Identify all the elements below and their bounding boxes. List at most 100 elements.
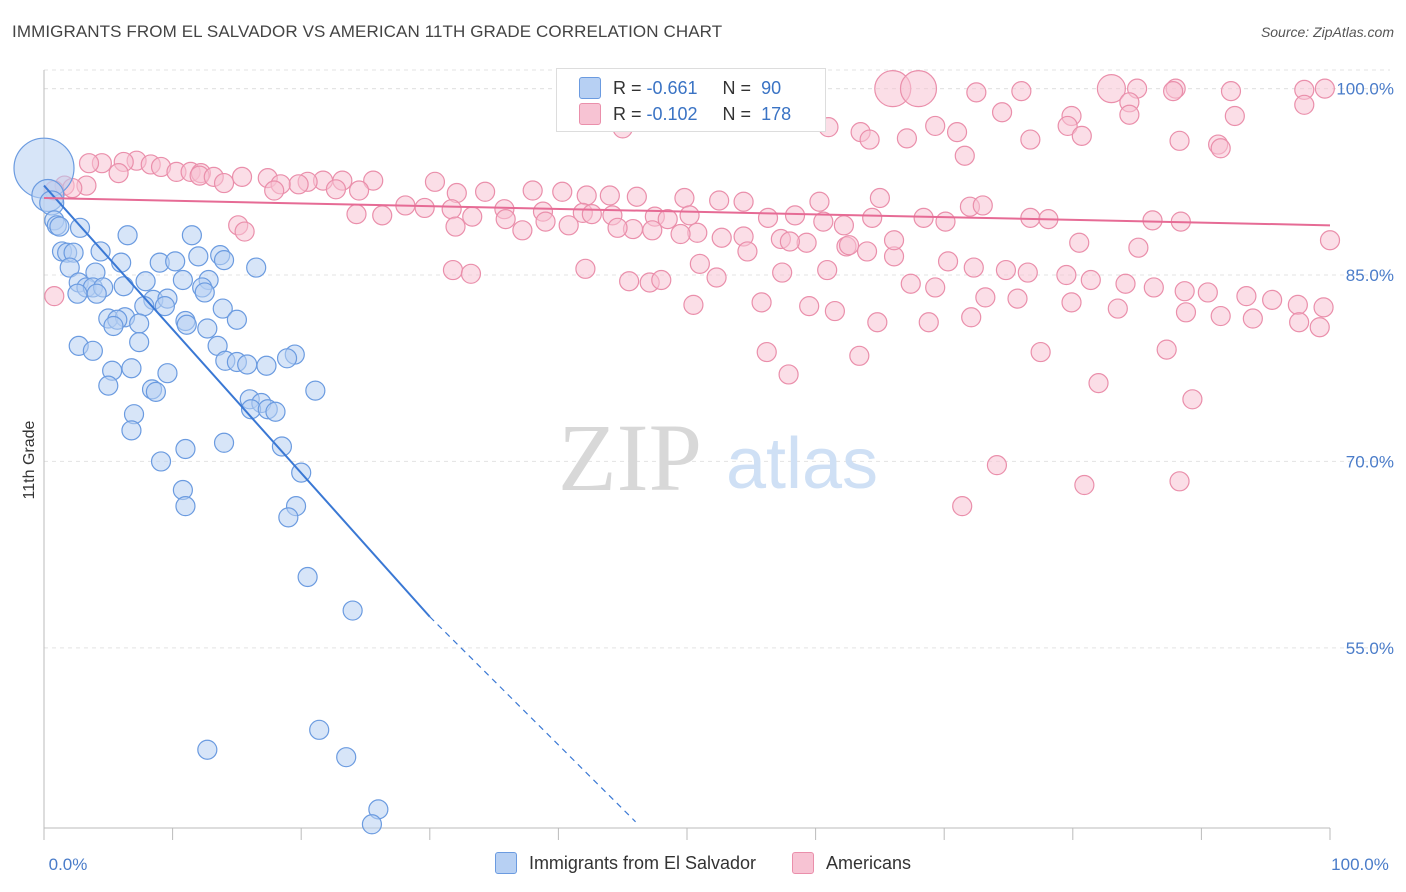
- americans-point: [1057, 115, 1078, 137]
- americans-point: [460, 263, 482, 284]
- americans-point: [1128, 237, 1149, 258]
- el-salvador-point: [278, 507, 299, 528]
- americans-point: [346, 204, 367, 225]
- series-el-salvador-points: [13, 137, 389, 835]
- el-salvador-point: [276, 348, 298, 369]
- americans-point: [737, 241, 758, 262]
- stats-legend: R = -0.661 N = 90 R = -0.102 N = 178: [556, 68, 826, 132]
- americans-point: [348, 180, 370, 201]
- americans-point: [1210, 138, 1231, 159]
- el-salvador-point: [150, 451, 172, 472]
- americans-point: [925, 277, 946, 298]
- americans-point: [867, 312, 888, 333]
- americans-point: [495, 209, 516, 230]
- y-axis-label: 11th Grade: [21, 420, 38, 499]
- americans-point: [1242, 308, 1263, 329]
- el-salvador-point: [212, 298, 233, 319]
- americans-point: [799, 295, 820, 317]
- el-salvador-point: [129, 332, 150, 353]
- y-tick-label: 55.0%: [1346, 639, 1394, 658]
- n-label: N =: [722, 77, 752, 98]
- el-salvador-point: [82, 340, 103, 361]
- americans-point: [1088, 373, 1109, 394]
- americans-point: [1163, 81, 1184, 102]
- americans-point: [778, 364, 799, 385]
- americans-point: [849, 345, 870, 366]
- el-salvador-point: [188, 246, 209, 267]
- legend-item-americans[interactable]: Americans: [792, 852, 911, 874]
- el-salvador-point: [175, 438, 196, 460]
- legend-swatch-pink: [792, 852, 815, 874]
- el-salvador-point: [361, 814, 383, 835]
- legend-item-el-salvador[interactable]: Immigrants from El Salvador: [494, 852, 757, 874]
- trend-line-el-salvador: [43, 184, 431, 618]
- americans-point: [711, 227, 732, 248]
- americans-point: [1236, 286, 1257, 307]
- americans-point: [474, 181, 496, 202]
- americans-point: [869, 187, 891, 209]
- americans-point: [1020, 129, 1041, 150]
- americans-point: [1119, 104, 1140, 125]
- n-value-el-salvador: 90: [761, 77, 782, 98]
- americans-point: [234, 221, 255, 242]
- stats-row-el-salvador: R = -0.661 N = 90: [579, 75, 781, 101]
- chart-title: IMMIGRANTS FROM EL SALVADOR VS AMERICAN …: [12, 22, 723, 41]
- americans-point: [1107, 298, 1128, 319]
- r-value-americans: -0.102: [646, 103, 698, 124]
- americans-point: [779, 231, 800, 252]
- trend-line-el-salvador-extension: [429, 616, 636, 823]
- americans-point: [733, 191, 754, 212]
- americans-point: [1169, 130, 1190, 151]
- americans-point: [1096, 74, 1126, 104]
- el-salvador-point: [129, 313, 150, 334]
- y-tick-label: 100.0%: [1336, 80, 1394, 99]
- x-tick-label: 0.0%: [49, 855, 88, 874]
- el-salvador-point: [342, 600, 363, 621]
- americans-point: [651, 269, 672, 291]
- americans-point: [900, 273, 921, 294]
- el-salvador-point: [154, 295, 175, 317]
- legend-label-el-salvador: Immigrants from El Salvador: [528, 852, 757, 873]
- americans-point: [1224, 105, 1245, 127]
- watermark-atlas: atlas: [726, 424, 878, 504]
- el-salvador-point: [237, 354, 258, 375]
- el-salvador-point: [113, 276, 134, 297]
- americans-point: [414, 197, 435, 219]
- americans-point: [576, 185, 597, 206]
- americans-point: [859, 129, 880, 150]
- americans-point: [925, 115, 946, 137]
- americans-point: [1011, 81, 1032, 102]
- series-legend: Immigrants from El Salvador Americans: [0, 852, 1406, 874]
- americans-point: [642, 220, 663, 241]
- americans-point: [1313, 297, 1334, 318]
- americans-point: [689, 253, 710, 274]
- americans-point: [1007, 288, 1028, 309]
- watermark-zip: ZIP: [558, 404, 702, 511]
- el-salvador-point: [121, 358, 142, 379]
- americans-point: [1210, 305, 1231, 327]
- el-salvador-point: [194, 282, 215, 303]
- americans-point: [966, 82, 987, 103]
- americans-point: [1069, 232, 1090, 253]
- americans-point: [883, 230, 905, 251]
- americans-point: [44, 286, 65, 307]
- americans-point: [607, 217, 628, 238]
- americans-point: [824, 300, 845, 322]
- americans-point: [1175, 302, 1197, 323]
- trend-lines: [43, 184, 1331, 823]
- el-salvador-point: [336, 747, 357, 768]
- americans-point: [963, 257, 984, 278]
- americans-point: [372, 205, 393, 226]
- americans-point: [1017, 262, 1038, 283]
- americans-point: [784, 205, 806, 226]
- r-label: R =: [613, 103, 642, 124]
- legend-label-americans: Americans: [826, 852, 912, 873]
- americans-point: [1319, 230, 1341, 251]
- americans-point: [288, 174, 309, 195]
- r-value-el-salvador: -0.661: [646, 77, 698, 98]
- el-salvador-point: [271, 436, 293, 457]
- americans-point: [213, 172, 235, 194]
- axes-layer: 55.0% 70.0% 85.0% 100.0% 0.0% 100.0%: [43, 70, 1394, 874]
- americans-point: [1182, 389, 1203, 410]
- el-salvador-point: [213, 250, 235, 271]
